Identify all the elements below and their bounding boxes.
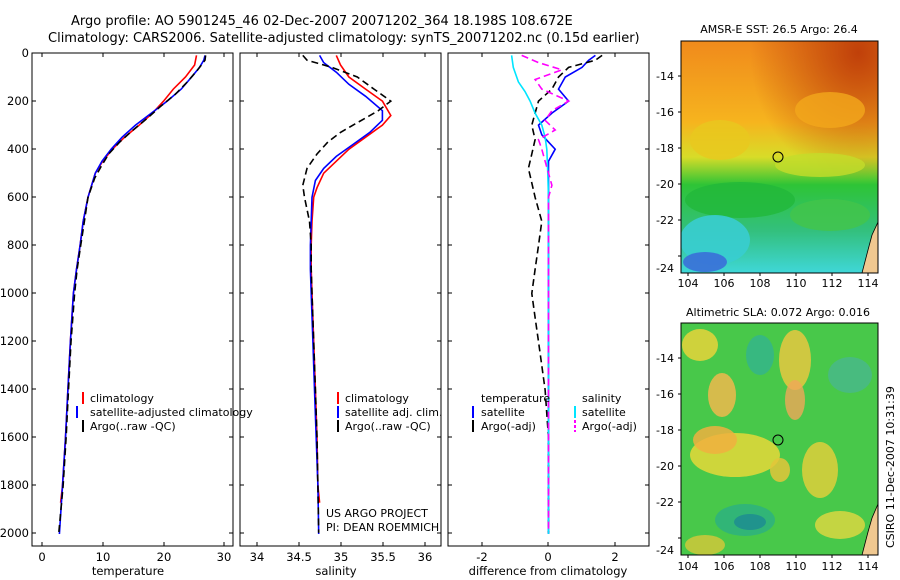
xtick-label: 10 [96, 550, 111, 564]
sla-map-field [681, 323, 878, 555]
temperature-x-ticks: 0 10 20 30 temperature [38, 53, 231, 578]
ytick-label: 1000 [0, 286, 29, 300]
legend-label: Argo(..raw -QC) [90, 420, 176, 433]
salinity-argo-line [301, 54, 393, 533]
ytick-label: 1800 [0, 478, 29, 492]
legend-label: Argo(-adj) [582, 420, 637, 433]
ytick-label: 200 [7, 94, 29, 108]
temperature-axis-label: temperature [92, 564, 164, 578]
sla-map-title: Altimetric SLA: 0.072 Argo: 0.016 [686, 306, 870, 319]
map-xtick: 112 [822, 277, 843, 290]
salinity-axes [239, 52, 442, 547]
xtick-label: 2 [611, 550, 618, 564]
credit-stamp: CSIRO 11-Dec-2007 10:31:39 [884, 386, 897, 548]
legend-label: satellite [481, 406, 525, 419]
ytick-label: 800 [7, 238, 29, 252]
map-ytick: -22 [656, 496, 674, 509]
project-name: US ARGO PROJECT [326, 507, 428, 520]
map-ytick: -18 [656, 142, 674, 155]
sla-map-frame [680, 322, 879, 556]
xtick-label: -2 [476, 550, 487, 564]
ytick-label: 1400 [0, 382, 29, 396]
map-xtick: 110 [786, 560, 807, 573]
ytick-label: 2000 [0, 526, 29, 540]
xtick-label: 0 [544, 550, 551, 564]
map-ytick: -16 [656, 106, 674, 119]
legend-label: Argo(-adj) [481, 420, 536, 433]
sst-map-frame [680, 40, 879, 274]
sst-argo-marker [772, 151, 784, 163]
ytick-label: 400 [7, 142, 29, 156]
depth-tick-labels: 0 200 400 600 800 1000 1200 1400 1600 18… [0, 46, 29, 540]
difference-legend: temperature salinity satellite Argo(-adj… [472, 392, 637, 433]
legend-label: climatology [345, 392, 409, 405]
diff-temperature-argo-line [527, 54, 603, 533]
diff-salinity-satellite-line [510, 55, 550, 534]
depth-tick-marks [32, 52, 649, 534]
project-pi: PI: DEAN ROEMMICH [326, 521, 439, 534]
map-ytick: -14 [656, 352, 674, 365]
temperature-axes [31, 52, 234, 547]
ytick-label: 1200 [0, 334, 29, 348]
map-ytick: -24 [656, 544, 674, 557]
temperature-legend: climatology satellite-adjusted climatolo… [76, 392, 253, 433]
difference-x-ticks: -2 0 2 difference from climatology [469, 53, 628, 578]
salinity-lines [301, 54, 393, 535]
xtick-label: 35 [334, 550, 349, 564]
map-ytick: -22 [656, 214, 674, 227]
map-xtick: 108 [750, 277, 771, 290]
difference-axis-label: difference from climatology [469, 564, 628, 578]
map-ytick: -24 [656, 262, 674, 275]
figure-title-line1: Argo profile: AO 5901245_46 02-Dec-2007 … [71, 14, 573, 29]
project-annotation: US ARGO PROJECT PI: DEAN ROEMMICH [326, 507, 439, 534]
sst-map-title: AMSR-E SST: 26.5 Argo: 26.4 [700, 23, 858, 36]
salinity-satellite-line [309, 55, 384, 535]
difference-lines [510, 54, 603, 534]
legend-label: satellite-adjusted climatology [90, 406, 253, 419]
sla-argo-marker [772, 434, 784, 446]
xtick-label: 0 [38, 550, 45, 564]
legend-label: Argo(..raw -QC) [345, 420, 431, 433]
legend-label: satellite [582, 406, 626, 419]
legend-header-salinity: salinity [582, 392, 622, 405]
xtick-label: 36 [418, 550, 433, 564]
ytick-label: 1600 [0, 430, 29, 444]
map-ytick: -18 [656, 424, 674, 437]
xtick-label: 30 [217, 550, 232, 564]
map-xtick: 106 [714, 277, 735, 290]
temperature-argo-line [58, 55, 207, 533]
sst-map-field [681, 41, 878, 273]
map-xtick: 106 [714, 560, 735, 573]
map-xtick: 104 [678, 277, 699, 290]
map-xtick: 104 [678, 560, 699, 573]
map-xtick: 108 [750, 560, 771, 573]
map-ytick: -16 [656, 388, 674, 401]
ytick-label: 0 [22, 46, 29, 60]
legend-label: climatology [90, 392, 154, 405]
map-ytick: -14 [656, 70, 674, 83]
ytick-label: 600 [7, 190, 29, 204]
xtick-label: 35.5 [370, 550, 396, 564]
legend-header-temperature: temperature [481, 392, 550, 405]
salinity-x-ticks: 34 34.5 35 35.5 36 salinity [250, 53, 433, 578]
xtick-label: 20 [157, 550, 172, 564]
xtick-label: 34 [250, 550, 265, 564]
figure-title-line2: Climatology: CARS2006. Satellite-adjuste… [48, 31, 640, 46]
diff-salinity-argo-line [521, 54, 571, 533]
map-ytick: -20 [656, 178, 674, 191]
map-xtick: 110 [786, 277, 807, 290]
legend-label: satellite adj. clim. [345, 406, 442, 419]
sla-map-ticks: -14 -16 -18 -20 -22 -24 104 106 108 110 … [656, 352, 878, 573]
map-xtick: 112 [822, 560, 843, 573]
temperature-lines [58, 55, 207, 535]
map-xtick: 114 [858, 560, 879, 573]
sst-map-ticks: -14 -16 -18 -20 -22 -24 104 106 108 110 … [656, 70, 878, 290]
map-xtick: 114 [858, 277, 879, 290]
map-ytick: -20 [656, 460, 674, 473]
salinity-legend: climatology satellite adj. clim. Argo(..… [337, 392, 442, 433]
salinity-axis-label: salinity [315, 564, 356, 578]
xtick-label: 34.5 [286, 550, 312, 564]
